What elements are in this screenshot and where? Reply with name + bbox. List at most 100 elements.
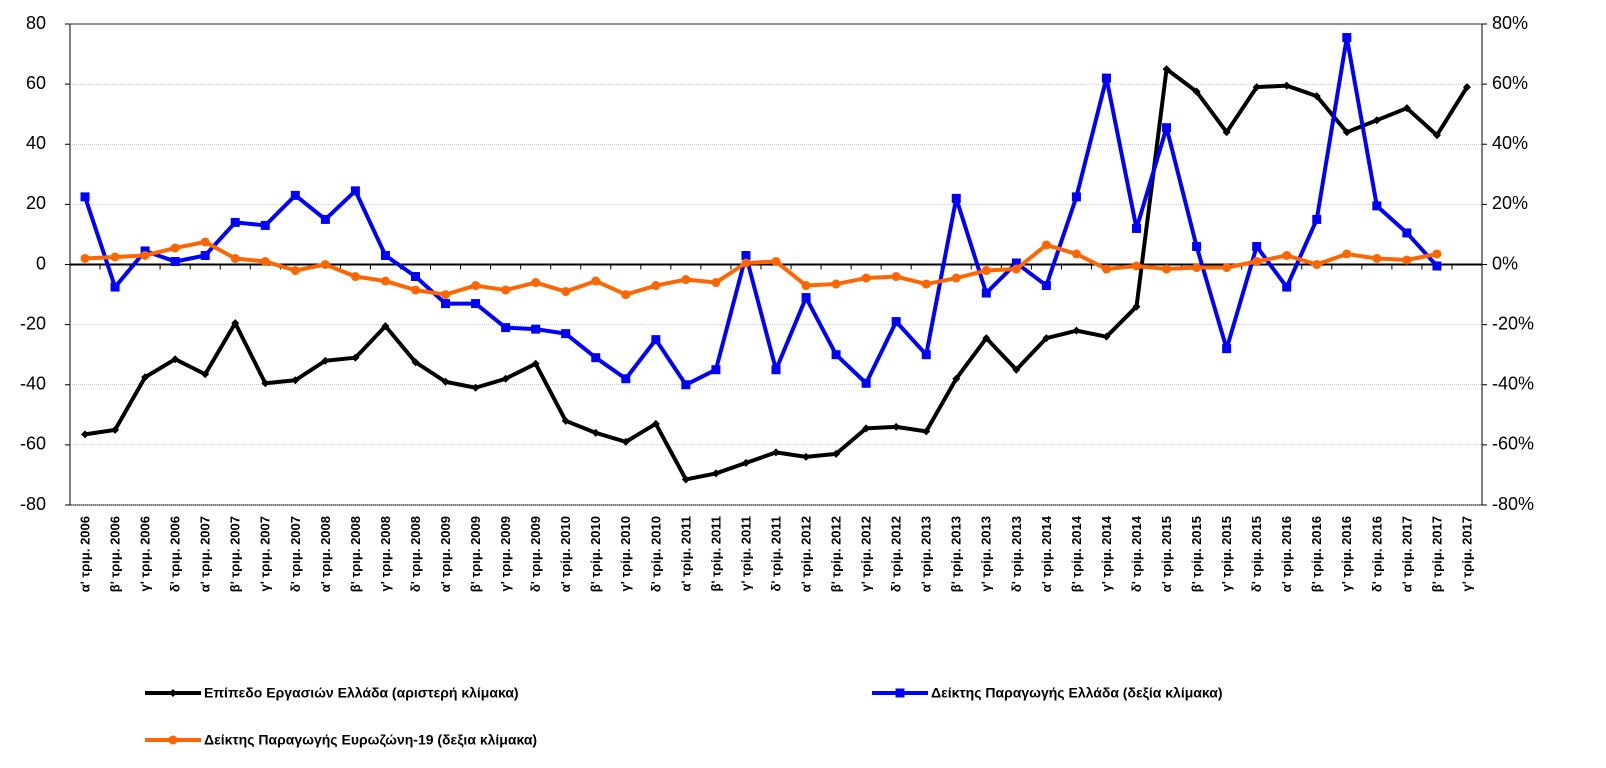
- point: [1011, 258, 1021, 268]
- point: [501, 285, 511, 295]
- point: [741, 250, 751, 260]
- point: [1312, 92, 1321, 101]
- x-tick-label: γ' τρίμ. 2013: [979, 516, 994, 592]
- point: [741, 258, 751, 268]
- x-tick-label: δ' τριμ. 2006: [168, 516, 183, 592]
- legend-label: Επίπεδο Εργασιών Ελλάδα (αριστερή κλίμακ…: [204, 685, 519, 701]
- point: [1252, 241, 1262, 251]
- y-tick-label: 0: [36, 253, 46, 273]
- point: [531, 359, 540, 368]
- point: [1432, 261, 1442, 271]
- point: [982, 334, 991, 343]
- point: [171, 355, 180, 364]
- x-tick-label: β' τρίμ. 2012: [829, 516, 844, 592]
- x-tick-label: β' τρίμ. 2010: [588, 516, 603, 592]
- point: [1011, 264, 1021, 274]
- point: [111, 425, 120, 434]
- y2-tick-label: 20%: [1492, 193, 1528, 213]
- y2-tick-label: 0%: [1492, 253, 1518, 273]
- point: [591, 276, 601, 286]
- y2-tick-label: -80%: [1492, 494, 1534, 514]
- point: [651, 419, 660, 428]
- point: [892, 422, 901, 431]
- x-tick-label: δ' τριμ. 2008: [408, 516, 423, 592]
- x-tick-label: δ' τρίμ. 2015: [1249, 516, 1264, 592]
- legend-marker: [895, 688, 905, 698]
- point: [1432, 249, 1442, 259]
- point: [1432, 131, 1441, 140]
- x-tick-label: γ' τρίμ. 2014: [1099, 515, 1114, 591]
- point: [801, 293, 811, 303]
- series-line: [84, 239, 1438, 297]
- point: [201, 370, 210, 379]
- point: [681, 475, 690, 484]
- point: [80, 192, 90, 202]
- point: [1162, 65, 1171, 74]
- point: [801, 281, 811, 291]
- point: [441, 299, 451, 309]
- y2-tick-label: -20%: [1492, 313, 1534, 333]
- point: [441, 377, 450, 386]
- y-tick-label: -60: [20, 434, 46, 454]
- point: [741, 458, 750, 467]
- point: [1222, 128, 1231, 137]
- point: [410, 272, 420, 282]
- point: [1372, 116, 1381, 125]
- x-tick-label: β' τρίμ. 2014: [1069, 515, 1084, 592]
- point: [140, 246, 150, 256]
- x-tick-label: β' τριμ. 2009: [468, 516, 483, 592]
- y-tick-label: 80: [26, 13, 46, 33]
- point: [861, 378, 871, 388]
- point: [981, 288, 991, 298]
- x-tick-label: β' τρίμ. 2015: [1189, 516, 1204, 592]
- point: [410, 285, 420, 295]
- point: [1282, 282, 1292, 292]
- x-tick-label: δ' τριμ. 2007: [288, 516, 303, 592]
- point: [621, 374, 631, 384]
- legend-item: Δείκτης Παραγωγής Ευρωζώνη-19 (δεξια κλί…: [145, 732, 537, 748]
- point: [621, 290, 631, 300]
- x-tick-label: γ' τρίμ. 2016: [1339, 516, 1354, 592]
- x-tick-label: β' τριμ. 2007: [228, 516, 243, 592]
- x-tick-label: δ' τρίμ. 2012: [889, 516, 904, 592]
- x-tick-label: β' τρίμ. 2017: [1429, 516, 1444, 592]
- x-tick-label: α' τριμ. 2006: [77, 516, 92, 592]
- point: [831, 350, 841, 360]
- y2-tick-label: 40%: [1492, 133, 1528, 153]
- point: [1222, 263, 1232, 273]
- point: [1192, 87, 1201, 96]
- point: [231, 319, 240, 328]
- point: [1101, 73, 1111, 83]
- point: [1102, 332, 1111, 341]
- x-tick-label: γ' τριμ. 2007: [258, 516, 273, 592]
- x-tick-label: α' τρίμ. 2012: [798, 516, 813, 592]
- point: [891, 272, 901, 282]
- point: [141, 373, 150, 382]
- point: [621, 437, 630, 446]
- x-tick-label: γ' τρίμ. 2012: [859, 516, 874, 592]
- point: [471, 383, 480, 392]
- point: [591, 353, 601, 363]
- point: [1372, 253, 1382, 263]
- point: [1402, 255, 1412, 265]
- point: [1312, 214, 1322, 224]
- point: [711, 365, 721, 375]
- point: [501, 323, 511, 333]
- point: [1192, 263, 1202, 273]
- point: [681, 380, 691, 390]
- y-tick-label: -40: [20, 374, 46, 394]
- x-tick-label: γ' τριμ. 2006: [138, 516, 153, 592]
- y-tick-label: -20: [20, 313, 46, 333]
- legend-item: Επίπεδο Εργασιών Ελλάδα (αριστερή κλίμακ…: [145, 685, 519, 701]
- point: [1012, 365, 1021, 374]
- x-tick-label: α' τρίμ. 2011: [678, 516, 693, 592]
- point: [1312, 260, 1322, 269]
- point: [80, 253, 90, 263]
- point: [651, 281, 661, 291]
- point: [591, 428, 600, 437]
- legend-marker: [169, 689, 177, 697]
- y-tick-label: -80: [20, 494, 46, 514]
- point: [471, 281, 481, 291]
- point: [200, 237, 210, 247]
